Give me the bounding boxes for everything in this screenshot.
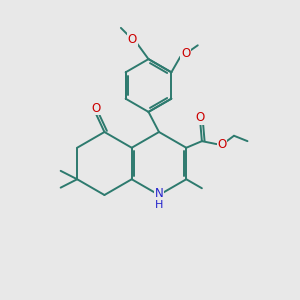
Text: H: H — [155, 200, 163, 210]
Text: O: O — [196, 111, 205, 124]
Text: O: O — [181, 47, 190, 60]
Text: O: O — [128, 33, 137, 46]
Text: N: N — [154, 187, 164, 200]
Text: O: O — [218, 138, 226, 151]
Text: O: O — [92, 101, 101, 115]
